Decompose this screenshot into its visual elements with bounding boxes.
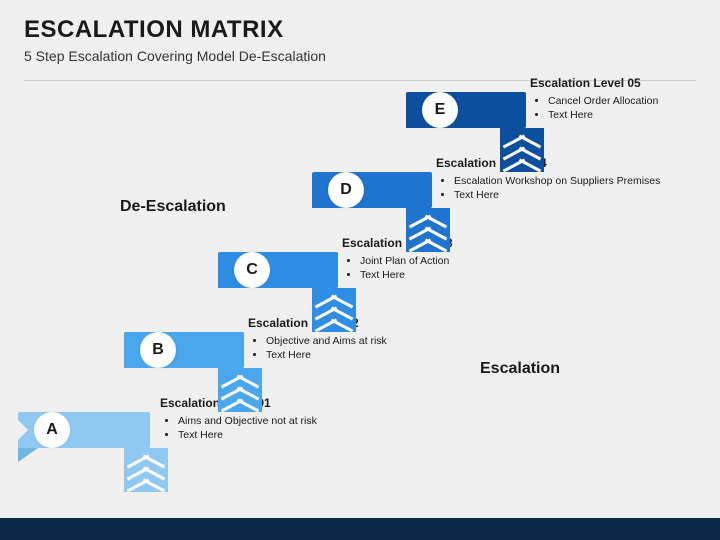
de-escalation-label: De-Escalation [120,198,226,216]
step-badge-d: D [328,172,364,208]
step-title: Escalation Level 04 [436,156,696,170]
step-bullets: Escalation Workshop on Suppliers Premise… [454,174,696,202]
bullet-item: Text Here [178,428,420,442]
riser [124,448,168,492]
ribbon-notch [18,420,28,440]
header: Escalation Matrix 5 Step Escalation Cove… [0,0,720,72]
step-text: Escalation Level 05 Cancel Order Allocati… [530,76,720,122]
ribbon-tail [18,448,38,462]
bullet-item: Escalation Workshop on Suppliers Premise… [454,174,696,188]
step-badge-e: E [422,92,458,128]
bullet-item: Text Here [454,188,696,202]
escalation-label: Escalation [480,360,560,378]
step-badge-a: A [34,412,70,448]
step-bullets: Cancel Order AllocationText Here [548,94,720,122]
footer-bar [0,518,720,540]
step-text: Escalation Level 02 Objective and Aims at… [248,316,508,362]
chevron-up-icon [124,448,168,492]
bullet-item: Text Here [360,268,602,282]
step-bullets: Aims and Objective not at riskText Here [178,414,420,442]
diagram-canvas: De-Escalation Escalation A Escalation Lev… [0,70,720,510]
step-text: Escalation Level 03 Joint Plan of ActionT… [342,236,602,282]
page-subtitle: 5 Step Escalation Covering Model De-Esca… [24,48,696,64]
step-title: Escalation Level 02 [248,316,508,330]
riser [218,368,262,412]
bullet-item: Objective and Aims at risk [266,334,508,348]
step-badge-c: C [234,252,270,288]
chevron-up-icon [406,208,450,252]
step-title: Escalation Level 03 [342,236,602,250]
chevron-up-icon [218,368,262,412]
chevron-up-icon [500,128,544,172]
step-title: Escalation Level 01 [160,396,420,410]
step-text: Escalation Level 01 Aims and Objective no… [160,396,420,442]
step-bullets: Joint Plan of ActionText Here [360,254,602,282]
bullet-item: Aims and Objective not at risk [178,414,420,428]
bullet-item: Text Here [548,108,720,122]
riser [500,128,544,172]
step-badge-b: B [140,332,176,368]
bullet-item: Cancel Order Allocation [548,94,720,108]
chevron-up-icon [312,288,356,332]
step-bullets: Objective and Aims at riskText Here [266,334,508,362]
bullet-item: Joint Plan of Action [360,254,602,268]
step-text: Escalation Level 04 Escalation Workshop o… [436,156,696,202]
bullet-item: Text Here [266,348,508,362]
riser [406,208,450,252]
riser [312,288,356,332]
step-title: Escalation Level 05 [530,76,720,90]
page-title: Escalation Matrix [24,16,696,44]
